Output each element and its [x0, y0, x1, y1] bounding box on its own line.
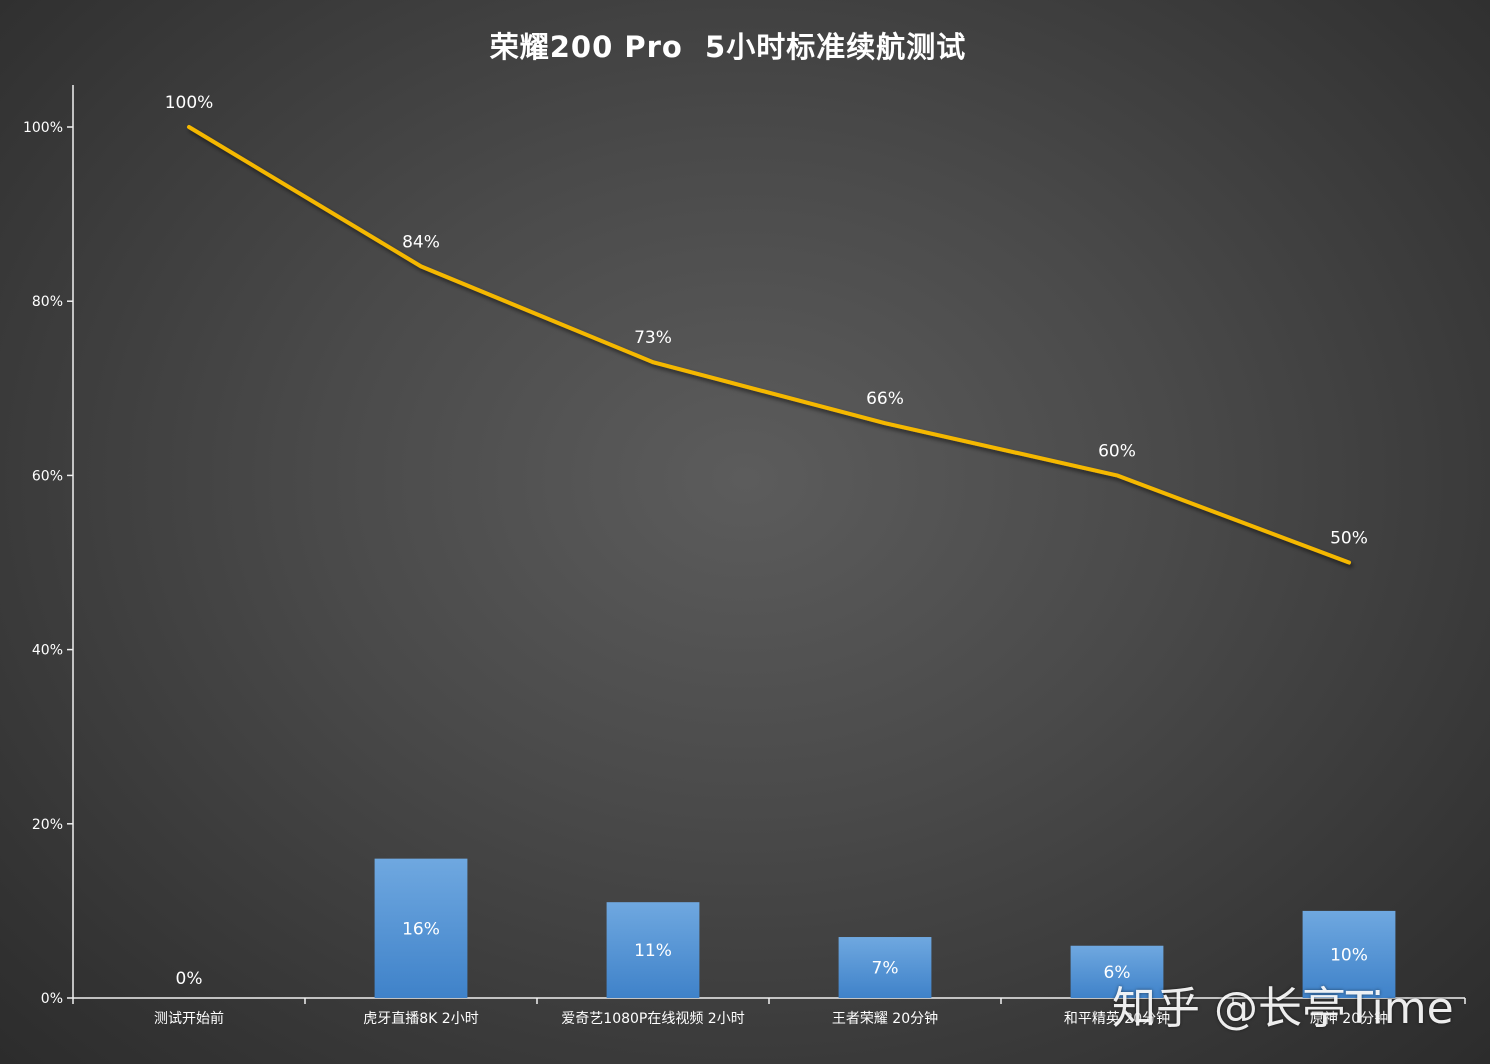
bar	[1302, 910, 1396, 998]
bar-value-label: 16%	[402, 919, 440, 939]
bar-value-label: 10%	[1330, 945, 1368, 965]
line-value-label: 50%	[1330, 529, 1368, 549]
line-value-label: 60%	[1098, 441, 1136, 461]
bar-value-label: 6%	[1104, 963, 1131, 983]
line-point	[1348, 562, 1350, 563]
y-tick-label: 40%	[32, 643, 63, 659]
x-category-label: 虎牙直播8K 2小时	[363, 1010, 478, 1027]
y-tick-label: 60%	[32, 468, 63, 484]
line-value-label: 100%	[165, 93, 214, 113]
watermark: 知乎 @长亭Time	[1112, 983, 1454, 1034]
line-point	[1116, 474, 1118, 476]
battery-line	[187, 125, 1351, 565]
line-series	[187, 125, 1351, 565]
bar	[838, 937, 932, 998]
bar	[374, 858, 468, 998]
line-value-label: 66%	[866, 389, 904, 409]
line-value-label: 84%	[402, 232, 440, 252]
bar	[606, 902, 700, 998]
chart-title: 荣耀200 Pro 5小时标准续航测试	[489, 30, 967, 64]
line-point	[188, 126, 190, 128]
y-tick-label: 80%	[32, 294, 63, 310]
axes: 0% 20% 40% 60% 80% 100% 测试开始前 虎牙直播8K 2小时 爱奇艺1080…	[23, 85, 1466, 1027]
x-category-label: 王者荣耀 20分钟	[832, 1010, 938, 1027]
x-category-label: 爱奇艺1080P在线视频 2小时	[561, 1010, 744, 1027]
data-labels: 0% 16% 11% 7% 6% 10% 100% 84% 73% 66% 60% 50%	[165, 93, 1368, 989]
bar	[1070, 945, 1164, 998]
line-point	[652, 361, 654, 363]
y-tick-label: 0%	[41, 991, 63, 1007]
bar-value-label: 7%	[872, 959, 899, 979]
line-point	[420, 265, 422, 267]
x-category-label: 测试开始前	[154, 1010, 224, 1027]
bars	[374, 858, 1396, 998]
bar-value-label: 0%	[176, 969, 203, 989]
bar-value-label: 11%	[634, 941, 672, 961]
y-tick-label: 20%	[32, 817, 63, 833]
x-category-label: 原神 20分钟	[1310, 1010, 1388, 1027]
line-value-label: 73%	[634, 328, 672, 348]
y-tick-label: 100%	[23, 120, 63, 136]
line-point	[884, 422, 886, 424]
x-category-label: 和平精英 20分钟	[1064, 1010, 1170, 1027]
